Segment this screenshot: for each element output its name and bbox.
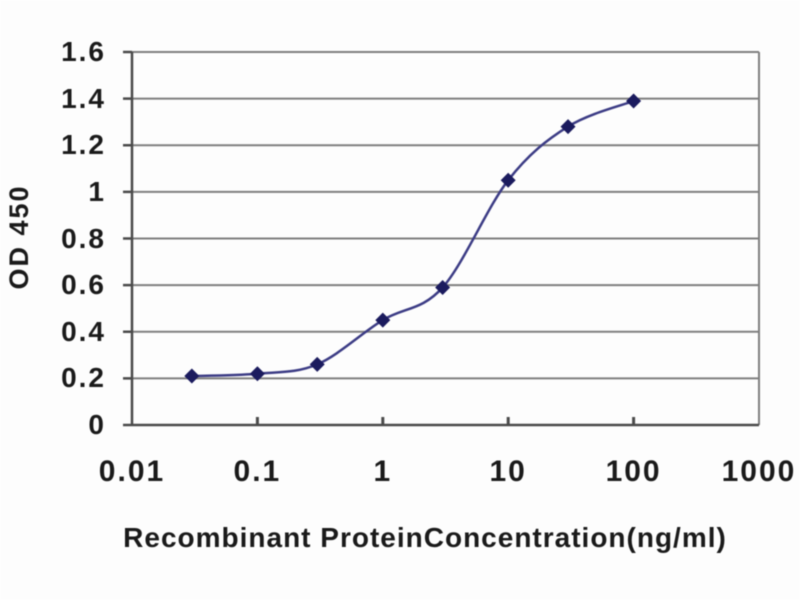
data-point-marker bbox=[435, 279, 451, 295]
data-point-marker bbox=[500, 172, 516, 188]
y-tick-label: 0.2 bbox=[61, 362, 106, 394]
y-tick-label: 1 bbox=[88, 175, 106, 207]
data-point-marker bbox=[560, 119, 576, 135]
y-tick-label: 1.6 bbox=[61, 36, 106, 67]
x-tick-label: 0.01 bbox=[98, 455, 166, 488]
y-tick-label: 0 bbox=[88, 409, 106, 440]
y-tick-label: 0.8 bbox=[61, 222, 106, 254]
y-tick-label: 0.4 bbox=[61, 315, 106, 347]
series-line bbox=[191, 99, 635, 378]
y-tick-label: 0.6 bbox=[61, 269, 106, 301]
x-axis-title: Recombinant ProteinConcentration(ng/ml) bbox=[123, 522, 727, 553]
x-tick-label: 100 bbox=[605, 455, 662, 488]
x-tick-label: 1000 bbox=[721, 455, 797, 488]
y-tick-label: 1.4 bbox=[61, 82, 106, 114]
data-point-marker bbox=[249, 366, 265, 382]
x-tick-label: 10 bbox=[489, 455, 527, 488]
data-point-marker bbox=[375, 312, 391, 328]
x-tick-label: 0.1 bbox=[233, 455, 282, 488]
y-tick-label: 1.2 bbox=[61, 129, 106, 161]
data-point-marker bbox=[626, 93, 642, 109]
x-tick-label: 1 bbox=[373, 455, 393, 488]
data-point-marker bbox=[184, 368, 200, 384]
data-point-marker bbox=[309, 356, 325, 372]
